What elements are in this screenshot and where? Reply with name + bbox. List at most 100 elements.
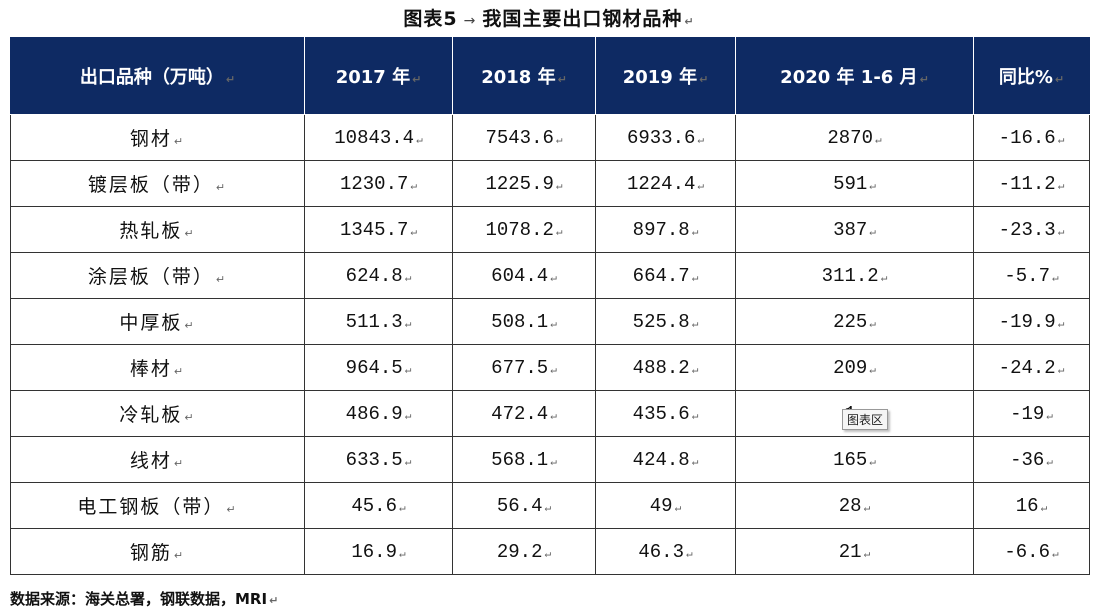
col-header: 出口品种（万吨） ↵: [10, 37, 305, 115]
paragraph-mark-icon: ↵: [184, 319, 196, 332]
paragraph-mark-icon: ↵: [550, 364, 557, 377]
paragraph-mark-icon: ↵: [410, 226, 418, 239]
value-cell: 2870 ↵: [735, 114, 974, 161]
paragraph-mark-icon: ↵: [550, 410, 557, 423]
paragraph-mark-icon: ↵: [555, 134, 563, 147]
paragraph-mark-icon: ↵: [184, 227, 196, 240]
value-cell: 525.8 ↵: [595, 298, 736, 345]
value-cell: 209 ↵: [735, 344, 974, 391]
paragraph-mark-icon: ↵: [685, 548, 693, 561]
paragraph-mark-icon: ↵: [398, 548, 406, 561]
paragraph-mark-icon: ↵: [555, 180, 563, 193]
figure-caption: 我国主要出口钢材品种: [482, 8, 683, 30]
table-header-row: 出口品种（万吨） ↵ 2017 年 ↵ 2018 年 ↵ 2019 年 ↵ 2020 年…: [10, 37, 1090, 115]
value-cell: 604.4 ↵: [452, 252, 596, 299]
value-cell: 45.6 ↵: [304, 482, 453, 529]
value-cell: 624.8 ↵: [304, 252, 453, 299]
value-cell: 1078.2 ↵: [452, 206, 596, 253]
paragraph-mark-icon: ↵: [1057, 180, 1065, 193]
chart-area-tooltip: 图表区: [842, 409, 889, 430]
col-header: 2017 年 ↵: [304, 37, 453, 115]
paragraph-mark-icon: ↵: [874, 134, 882, 147]
value-cell: -24.2 ↵: [973, 344, 1090, 391]
paragraph-mark-icon: ↵: [691, 226, 699, 239]
value-cell: -6.6 ↵: [973, 528, 1090, 575]
paragraph-mark-icon: ↵: [215, 273, 228, 286]
paragraph-mark-icon: ↵: [869, 318, 876, 331]
value-cell: 964.5 ↵: [304, 344, 453, 391]
value-cell: -16.6 ↵: [973, 114, 1090, 161]
value-cell: 10843.4 ↵: [304, 114, 453, 161]
paragraph-mark-icon: ↵: [173, 549, 186, 562]
product-name-cell: 线材 ↵: [10, 436, 305, 483]
tab-arrow-icon: →: [463, 13, 477, 29]
value-cell: 1230.7 ↵: [304, 160, 453, 207]
paragraph-mark-icon: ↵: [869, 456, 876, 469]
paragraph-mark-icon: ↵: [863, 502, 871, 515]
col-header: 2018 年 ↵: [452, 37, 596, 115]
value-cell: -11.2 ↵: [973, 160, 1090, 207]
paragraph-mark-icon: ↵: [1057, 364, 1065, 377]
value-cell: 1345.7 ↵: [304, 206, 453, 253]
paragraph-mark-icon: ↵: [404, 272, 412, 285]
value-cell: -23.3 ↵: [973, 206, 1090, 253]
table-row: 热轧板 ↵ 1345.7 ↵ 1078.2 ↵ 897.8 ↵ 387 ↵ -23.3 ↵: [10, 206, 1090, 253]
value-cell: -36 ↵: [973, 436, 1090, 483]
value-cell: 21 ↵: [735, 528, 974, 575]
paragraph-mark-icon: ↵: [404, 456, 412, 469]
value-cell: 1225.9 ↵: [452, 160, 596, 207]
paragraph-mark-icon: ↵: [1046, 456, 1053, 469]
col-header: 2019 年 ↵: [595, 37, 736, 115]
col-header: 同比% ↵: [973, 37, 1090, 115]
value-cell: 49 ↵: [595, 482, 736, 529]
table-row: 钢材 ↵ 10843.4 ↵ 7543.6 ↵ 6933.6 ↵ 2870 ↵ -16.6 ↵: [10, 114, 1090, 161]
paragraph-mark-icon: ↵: [1057, 226, 1065, 239]
paragraph-mark-icon: ↵: [269, 594, 279, 607]
value-cell: 472.4 ↵: [452, 390, 596, 437]
value-cell: 225 ↵: [735, 298, 974, 345]
value-cell: 16.9 ↵: [304, 528, 453, 575]
value-cell: 165 ↵: [735, 436, 974, 483]
paragraph-mark-icon: ↵: [416, 134, 423, 147]
value-cell: 511.3 ↵: [304, 298, 453, 345]
paragraph-mark-icon: ↵: [869, 180, 876, 193]
value-cell: 46.3 ↵: [595, 528, 736, 575]
value-cell: 7543.6 ↵: [452, 114, 596, 161]
table-row: 电工钢板（带） ↵ 45.6 ↵ 56.4 ↵ 49 ↵ 28 ↵ 16 ↵: [10, 482, 1090, 529]
paragraph-mark-icon: ↵: [697, 180, 705, 193]
table-row: 涂层板（带） ↵ 624.8 ↵ 604.4 ↵ 664.7 ↵ 311.2 ↵ -5.7 ↵: [10, 252, 1090, 299]
paragraph-mark-icon: ↵: [173, 457, 186, 470]
table-row: 镀层板（带） ↵ 1230.7 ↵ 1225.9 ↵ 1224.4 ↵ 591 ↵ -11.2 ↵: [10, 160, 1090, 207]
paragraph-mark-icon: ↵: [404, 410, 412, 423]
table-row: 冷轧板↵486.9↵472.4↵435.6↵1↵-19↵: [10, 390, 1090, 437]
value-cell: 1224.4 ↵: [595, 160, 736, 207]
value-cell: 633.5 ↵: [304, 436, 453, 483]
paragraph-mark-icon: ↵: [550, 272, 557, 285]
paragraph-mark-icon: ↵: [691, 318, 699, 331]
paragraph-mark-icon: ↵: [1057, 134, 1065, 147]
value-cell: -19.9 ↵: [973, 298, 1090, 345]
value-cell: 897.8 ↵: [595, 206, 736, 253]
value-cell: 435.6 ↵: [595, 390, 736, 437]
table-row: 钢筋 ↵ 16.9 ↵ 29.2 ↵ 46.3 ↵ 21 ↵ -6.6 ↵: [10, 528, 1090, 575]
product-name-cell: 冷轧板 ↵: [10, 390, 305, 437]
paragraph-mark-icon: ↵: [215, 181, 228, 194]
value-cell: 488.2 ↵: [595, 344, 736, 391]
paragraph-mark-icon: ↵: [226, 503, 238, 516]
value-cell: 56.4 ↵: [452, 482, 596, 529]
paragraph-mark-icon: ↵: [691, 272, 699, 285]
product-name-cell: 电工钢板（带） ↵: [10, 482, 305, 529]
export-steel-table: 出口品种（万吨） ↵ 2017 年 ↵ 2018 年 ↵ 2019 年 ↵ 2020 年…: [10, 37, 1090, 575]
value-cell: 508.1 ↵: [452, 298, 596, 345]
paragraph-mark-icon: ↵: [1057, 318, 1065, 331]
paragraph-mark-icon: ↵: [691, 364, 699, 377]
product-name-cell: 热轧板 ↵: [10, 206, 305, 253]
paragraph-mark-icon: ↵: [550, 318, 557, 331]
paragraph-mark-icon: ↵: [880, 272, 888, 285]
paragraph-mark-icon: ↵: [691, 456, 699, 469]
paragraph-mark-icon: ↵: [410, 180, 418, 193]
table-row: 线材 ↵ 633.5 ↵ 568.1 ↵ 424.8 ↵ 165 ↵ -36 ↵: [10, 436, 1090, 483]
paragraph-mark-icon: ↵: [544, 502, 552, 515]
col-header: 2020 年 1-6 月 ↵: [735, 37, 974, 115]
paragraph-mark-icon: ↵: [674, 502, 682, 515]
